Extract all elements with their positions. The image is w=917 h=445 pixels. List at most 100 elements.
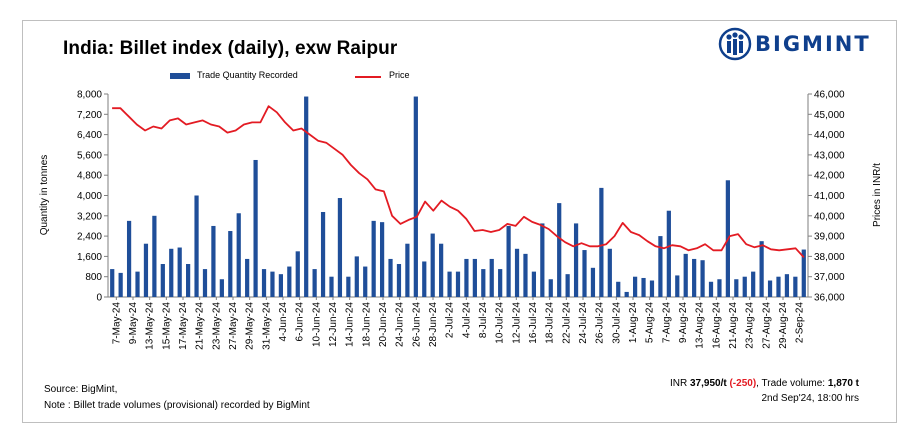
quantity-bar <box>751 271 756 297</box>
quantity-bar <box>245 258 250 297</box>
summary-prefix: INR <box>669 378 688 389</box>
x-tick-label: 6-Jun-24 <box>295 302 306 342</box>
quantity-bar <box>152 215 157 297</box>
quantity-bar <box>717 279 722 297</box>
chart-frame <box>22 20 897 423</box>
quantity-bar <box>169 248 174 297</box>
quantity-bar <box>540 223 545 297</box>
quantity-bar <box>481 269 486 297</box>
y-left-tick-label: 7,200 <box>77 110 102 121</box>
bigmint-logo-text: BIGMINT <box>755 32 871 56</box>
quantity-bar <box>523 253 528 297</box>
legend-bar-label: Trade Quantity Recorded <box>197 70 298 80</box>
quantity-bar <box>396 264 402 297</box>
legend-line-swatch <box>355 76 381 78</box>
y-left-tick-label: 4,000 <box>77 191 102 202</box>
summary-price: 37,950/t <box>689 378 727 389</box>
footer-summary: INR 37,950/t (-250), Trade volume: 1,870… <box>670 378 859 389</box>
x-tick-label: 5-Aug-24 <box>645 302 656 344</box>
quantity-bar <box>270 271 275 297</box>
x-tick-label: 26-Jun-24 <box>411 302 422 347</box>
bigmint-logo: BIGMINT <box>718 27 888 61</box>
quantity-bar <box>498 269 503 297</box>
x-tick-label: 29-May-24 <box>245 302 256 350</box>
quantity-bar <box>633 276 638 297</box>
quantity-bar <box>793 276 798 297</box>
quantity-bar <box>320 211 326 297</box>
y-right-tick-label: 39,000 <box>814 232 845 243</box>
quantity-bar <box>118 272 123 297</box>
quantity-bar <box>599 187 604 297</box>
quantity-bar <box>742 276 747 297</box>
quantity-bar <box>413 96 418 297</box>
summary-volume-label: , Trade volume: <box>756 378 826 389</box>
quantity-bar <box>506 225 511 297</box>
x-tick-label: 24-Jun-24 <box>395 302 406 347</box>
y-left-tick-label: 4,800 <box>77 171 102 182</box>
x-tick-label: 9-May-24 <box>128 302 139 345</box>
x-tick-label: 7-Aug-24 <box>661 302 672 344</box>
quantity-bar <box>582 250 587 297</box>
quantity-bar <box>160 264 165 297</box>
quantity-bar <box>135 271 140 297</box>
x-tick-label: 21-Aug-24 <box>728 302 739 349</box>
bigmint-emblem-icon <box>718 27 752 61</box>
quantity-bar <box>590 267 596 297</box>
quantity-bar <box>683 253 688 297</box>
x-tick-label: 12-Jul-24 <box>511 302 522 344</box>
quantity-bar <box>177 247 182 297</box>
x-tick-label: 29-Aug-24 <box>778 302 789 349</box>
quantity-bar <box>455 271 461 297</box>
quantity-bar <box>143 243 149 297</box>
quantity-bar <box>430 233 435 297</box>
quantity-bar <box>472 258 477 297</box>
x-tick-label: 16-Jul-24 <box>528 302 539 344</box>
y-right-tick-label: 36,000 <box>814 293 845 304</box>
quantity-bar <box>379 222 385 297</box>
quantity-bar <box>194 195 199 297</box>
y-right-tick-label: 42,000 <box>814 171 845 182</box>
quantity-bar <box>759 241 764 297</box>
quantity-bar <box>700 260 705 297</box>
legend-line-label: Price <box>389 70 410 80</box>
y-left-tick-label: 3,200 <box>77 211 102 222</box>
y-left-tick-label: 2,400 <box>77 232 102 243</box>
x-tick-label: 27-Aug-24 <box>761 302 772 349</box>
quantity-bar <box>312 269 317 297</box>
quantity-bar <box>641 277 646 297</box>
quantity-bar <box>675 275 680 297</box>
x-tick-label: 18-Jun-24 <box>361 302 372 347</box>
quantity-bar <box>557 203 562 297</box>
y-right-tick-label: 41,000 <box>814 191 845 202</box>
quantity-bar <box>767 280 773 297</box>
y-left-tick-label: 1,600 <box>77 252 102 263</box>
footer-source: Source: BigMint, <box>44 384 118 395</box>
x-tick-label: 14-Jun-24 <box>345 302 356 347</box>
quantity-bar <box>573 223 579 297</box>
quantity-bar <box>692 258 697 297</box>
x-tick-label: 13-May-24 <box>145 302 156 350</box>
quantity-bar <box>236 213 241 297</box>
x-tick-label: 10-Jun-24 <box>311 302 322 347</box>
y-left-tick-label: 6,400 <box>77 130 102 141</box>
quantity-bar <box>278 274 283 297</box>
quantity-bar <box>219 279 224 297</box>
quantity-bar <box>371 220 376 297</box>
x-tick-label: 1-Aug-24 <box>628 302 639 344</box>
quantity-bar <box>405 243 410 297</box>
y-right-tick-label: 38,000 <box>814 252 845 263</box>
quantity-bar <box>531 271 537 297</box>
quantity-bar <box>388 258 393 297</box>
y-left-tick-label: 800 <box>85 272 102 283</box>
price-line <box>112 105 805 259</box>
x-tick-label: 23-Aug-24 <box>745 302 756 349</box>
summary-change: (-250) <box>729 378 757 389</box>
x-tick-label: 20-Jun-24 <box>378 302 389 347</box>
quantity-bar <box>126 220 132 297</box>
footer-note: Note : Billet trade volumes (provisional… <box>44 400 310 411</box>
quantity-bar <box>261 269 267 297</box>
chart-title: India: Billet index (daily), exw Raipur <box>63 38 398 59</box>
x-tick-label: 13-Aug-24 <box>695 302 706 349</box>
quantity-bar <box>514 248 520 297</box>
quantity-bar <box>110 269 115 297</box>
